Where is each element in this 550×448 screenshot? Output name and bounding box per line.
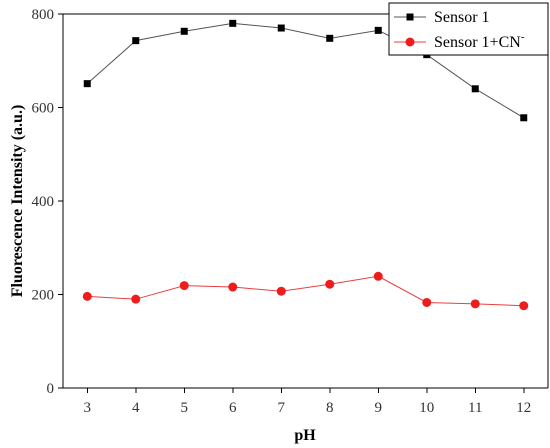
- data-point-circle: [131, 294, 141, 304]
- data-point-circle: [228, 282, 238, 292]
- legend: Sensor 1 Sensor 1+CN-: [388, 2, 549, 56]
- data-point-circle: [422, 297, 432, 307]
- data-point-circle: [179, 281, 189, 291]
- x-tick-label: 8: [326, 400, 334, 416]
- data-point-square: [180, 27, 188, 35]
- data-point-circle: [470, 299, 480, 309]
- x-tick-label: 7: [278, 400, 286, 416]
- series-line-1: [86, 22, 525, 119]
- legend-label-sensor-1-cn: Sensor 1+CN-: [434, 31, 525, 51]
- legend-label-sensor-1: Sensor 1: [434, 9, 490, 26]
- x-tick-label: 5: [181, 400, 189, 416]
- x-axis-title: pH: [294, 427, 316, 444]
- ticks: 3 4 5 6 7 8 9 10 11 12 0 200 400 600 800: [32, 7, 532, 416]
- data-point-square: [277, 24, 285, 32]
- legend-label-sensor-1-cn-text: Sensor 1+CN: [434, 34, 521, 51]
- x-tick-label: 10: [419, 400, 434, 416]
- data-point-circle: [276, 286, 286, 296]
- legend-box: [388, 2, 549, 56]
- y-tick-label: 0: [47, 381, 55, 397]
- legend-marker-circle: [405, 37, 415, 47]
- y-tick-label: 800: [32, 7, 55, 23]
- series-line-2: [87, 275, 524, 307]
- x-tick-label: 4: [132, 400, 140, 416]
- data-point-square: [132, 37, 140, 45]
- data-point-square: [326, 34, 334, 42]
- data-point-square: [520, 114, 528, 122]
- axes: [62, 13, 549, 389]
- y-tick-label: 400: [32, 194, 55, 210]
- data-point-circle: [82, 291, 92, 301]
- data-point-circle: [325, 279, 335, 289]
- data-point-square: [374, 26, 382, 34]
- series: [82, 19, 529, 311]
- x-tick-label: 3: [84, 400, 92, 416]
- y-tick-label: 600: [32, 101, 55, 117]
- legend-label-superscript: -: [521, 31, 525, 43]
- x-tick-label: 12: [516, 400, 531, 416]
- data-point-square: [471, 85, 479, 93]
- x-tick-label: 6: [229, 400, 237, 416]
- data-point-circle: [519, 301, 529, 311]
- y-tick-label: 200: [32, 288, 55, 304]
- legend-marker-square: [406, 13, 414, 21]
- data-point-circle: [373, 271, 383, 281]
- y-axis-title: Fluorescence Intensity (a.u.): [9, 105, 26, 298]
- x-tick-label: 9: [375, 400, 383, 416]
- data-point-square: [83, 80, 91, 88]
- data-point-square: [229, 19, 237, 27]
- x-tick-label: 11: [468, 400, 482, 416]
